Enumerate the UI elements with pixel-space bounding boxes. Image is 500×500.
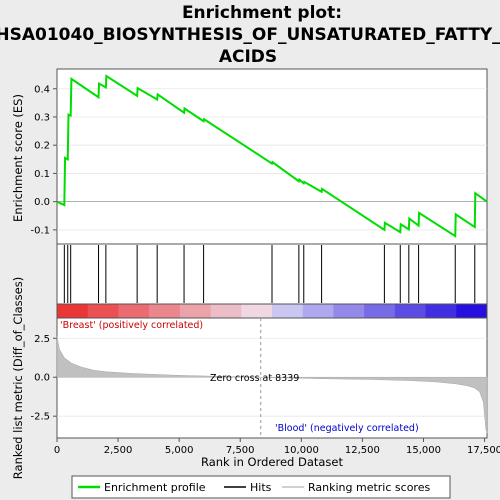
color-bar-segment xyxy=(272,304,304,318)
metric-xtick-label: 7,500 xyxy=(226,445,255,456)
color-bar-segment xyxy=(179,304,212,318)
neg-class-label: 'Blood' (negatively correlated) xyxy=(275,423,419,434)
color-bar-segment xyxy=(118,304,150,318)
es-ytick-label: 0.4 xyxy=(34,84,50,95)
es-ytick-label: -0.1 xyxy=(30,225,50,236)
color-bar-segment xyxy=(302,304,334,318)
es-panel xyxy=(56,68,488,245)
color-bar-segment xyxy=(241,304,273,318)
metric-xtick-label: 0 xyxy=(54,445,60,456)
metric-xtick-label: 17,500 xyxy=(467,445,500,456)
metric-xlabel: Rank in Ordered Dataset xyxy=(201,455,344,469)
color-bar-segment xyxy=(425,304,457,318)
color-bar-segment xyxy=(149,304,181,318)
metric-xtick-label: 15,000 xyxy=(406,445,441,456)
metric-ylabel: Ranked list metric (Diff_of_Classes) xyxy=(11,277,25,479)
legend-label-hits: Hits xyxy=(250,481,272,494)
metric-xtick-label: 2,500 xyxy=(104,445,133,456)
es-line xyxy=(56,74,488,238)
zero-cross-label: Zero cross at 8339 xyxy=(210,373,299,384)
color-bar-segment xyxy=(87,304,119,318)
title-line-1: Enrichment plot: xyxy=(182,3,342,23)
color-bar-segment xyxy=(456,304,488,318)
metric-ytick-label: 0.0 xyxy=(34,373,50,384)
es-ytick-label: 0.3 xyxy=(34,112,50,123)
legend-label-metric: Ranking metric scores xyxy=(308,481,430,494)
legend: Enrichment profile Hits Ranking metric s… xyxy=(71,475,451,499)
color-bar-segment xyxy=(394,304,427,318)
color-bar-segment xyxy=(57,304,89,318)
metric-xtick-label: 12,500 xyxy=(345,445,380,456)
es-ytick-label: 0.2 xyxy=(34,141,50,152)
legend-label-es: Enrichment profile xyxy=(104,481,206,494)
es-ylabel: Enrichment score (ES) xyxy=(11,94,25,222)
title-line-2: HSA01040_BIOSYNTHESIS_OF_UNSATURATED_FAT… xyxy=(0,25,500,45)
es-ytick-label: 0.1 xyxy=(34,169,50,180)
metric-area xyxy=(56,336,488,434)
metric-ytick-label: 2.5 xyxy=(34,334,50,345)
metric-ytick-label: -2.5 xyxy=(30,412,50,423)
color-bar-segment xyxy=(364,304,396,318)
metric-xtick-label: 5,000 xyxy=(165,445,194,456)
metric-xtick-label: 10,000 xyxy=(284,445,319,456)
title-line-3: ACIDS xyxy=(219,47,277,67)
color-bar-segment xyxy=(210,304,242,318)
rank-color-bar xyxy=(57,304,488,318)
es-ytick-label: 0.0 xyxy=(34,197,50,208)
pos-class-label: 'Breast' (positively correlated) xyxy=(60,320,203,331)
color-bar-segment xyxy=(333,304,365,318)
